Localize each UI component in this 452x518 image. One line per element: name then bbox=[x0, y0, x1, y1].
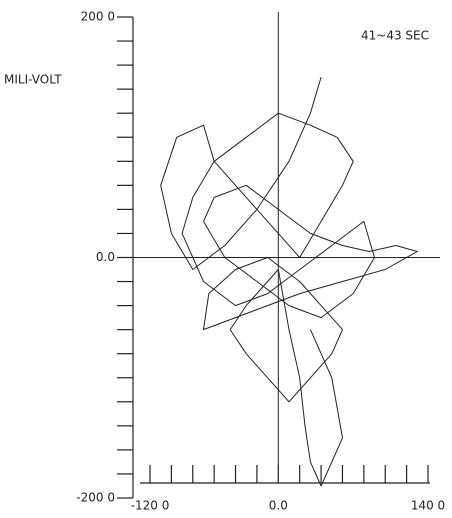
trajectory bbox=[160, 76, 418, 487]
x-tick-label: -120 0 bbox=[131, 499, 170, 513]
x-tick-label: 140 0 bbox=[411, 499, 445, 513]
annotation: 41~43 SEC bbox=[361, 29, 429, 43]
y-tick-label: -200 0 bbox=[76, 491, 115, 505]
x-tick-label: 0.0 bbox=[269, 499, 288, 513]
y-axis-label: MILI-VOLT bbox=[4, 73, 62, 87]
y-tick-label: 0.0 bbox=[96, 250, 115, 264]
y-tick-label: 200 0 bbox=[81, 10, 115, 24]
